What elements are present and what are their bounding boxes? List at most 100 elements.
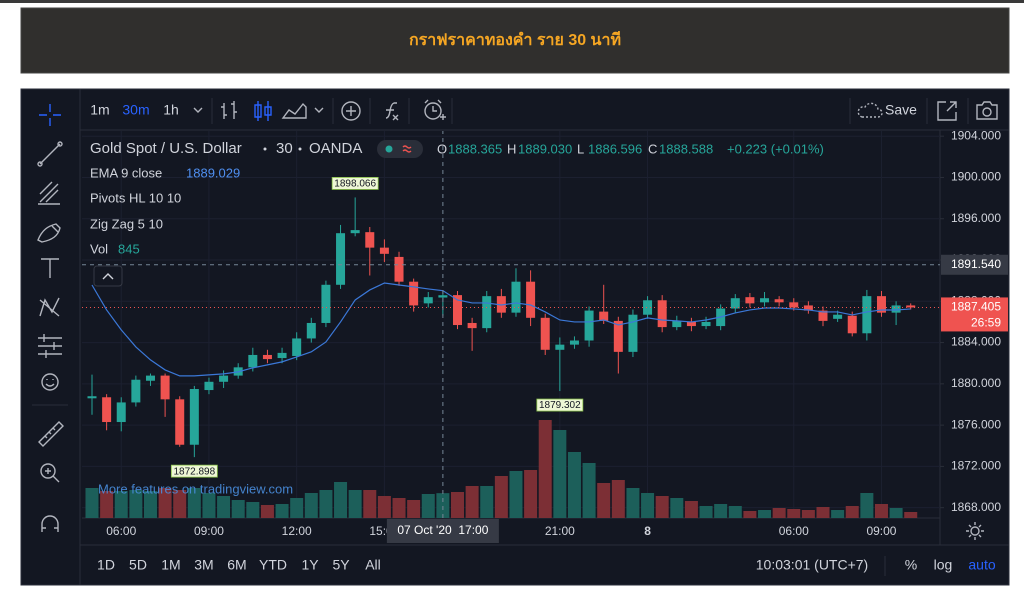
settings-button[interactable] (966, 522, 984, 540)
range-button[interactable]: All (365, 557, 381, 573)
range-button[interactable]: 3M (194, 557, 213, 573)
text-tool[interactable] (41, 258, 59, 278)
candle-body (262, 354, 272, 360)
candle-body (277, 352, 287, 359)
volume-bar (392, 498, 406, 518)
candle-body (540, 317, 550, 350)
bars-style[interactable] (221, 101, 237, 119)
countdown: 26:59 (971, 316, 1001, 330)
bottom-bar: 1D 5D 1M 3M 6M YTD 1Y 5Y All 10:03:01 (U… (97, 522, 996, 576)
alert-button[interactable] (424, 99, 446, 120)
range-button[interactable]: 6M (227, 557, 246, 573)
candle-body (394, 256, 404, 282)
candles-style[interactable] (254, 101, 272, 121)
save-icon[interactable] (857, 102, 883, 118)
x-tick-label: 09:00 (194, 524, 224, 538)
brush-tool[interactable] (37, 223, 61, 243)
volume-bar (567, 452, 581, 518)
trendline-tool[interactable] (37, 141, 63, 167)
volume-bar (290, 498, 304, 518)
zoom-tool[interactable] (40, 463, 60, 483)
pivots-legend: Pivots HL 10 10 (90, 190, 181, 205)
auto-toggle[interactable]: auto (968, 557, 995, 573)
pivot-label: 1872.898 (173, 466, 215, 477)
y-tick-label: 1904.000 (951, 128, 1001, 142)
volume-bar (743, 511, 757, 518)
emoji-tool[interactable] (41, 373, 59, 391)
volume-bar (158, 488, 172, 518)
candle-body (672, 320, 682, 328)
interval: 30 (276, 140, 293, 157)
interval-button[interactable]: 30m (122, 102, 149, 118)
volume-bar (684, 501, 698, 518)
candle-body (350, 230, 360, 234)
range-button[interactable]: 1D (97, 557, 115, 573)
crosshair-time-label: 07 Oct '20 17:00 (397, 523, 488, 537)
candle-body (438, 295, 448, 298)
snapshot-button[interactable] (976, 101, 998, 120)
area-style[interactable] (281, 102, 307, 119)
source: OANDA (309, 140, 362, 157)
range-button[interactable]: 1Y (301, 557, 319, 573)
crosshair-tool[interactable] (39, 104, 61, 126)
volume-bar (874, 504, 888, 518)
magnet-tool[interactable] (41, 515, 59, 532)
x-tick-label: 06:00 (779, 524, 809, 538)
pivot-label: 1879.302 (539, 400, 581, 411)
candle-body (409, 281, 419, 306)
volume-bar (129, 490, 143, 518)
volume-bar (904, 512, 918, 518)
range-button[interactable]: 5D (129, 557, 147, 573)
interval-button[interactable]: 1m (90, 102, 109, 118)
separator-dot (263, 147, 267, 151)
y-tick-label: 1896.000 (951, 211, 1001, 225)
symbol: Gold Spot / U.S. Dollar (90, 140, 242, 157)
collapse-legend[interactable] (93, 265, 123, 287)
pattern-tool[interactable] (39, 297, 60, 317)
market-status[interactable] (377, 140, 423, 158)
indicators-button[interactable] (385, 102, 399, 121)
candle-body (584, 310, 594, 341)
interval-dropdown[interactable] (193, 107, 203, 113)
volume-bar (319, 490, 333, 518)
candle-body (818, 310, 828, 321)
ohlc-key: C (648, 141, 657, 156)
volume-bar (582, 463, 596, 518)
candle-body (189, 389, 199, 445)
volume-bar (699, 506, 713, 518)
volume-bar (436, 493, 450, 518)
volume-bar (816, 507, 830, 518)
range-button[interactable]: YTD (259, 557, 287, 573)
style-dropdown[interactable] (314, 107, 324, 113)
volume-bar (217, 496, 231, 518)
candle-body (292, 338, 302, 356)
ohlc-key: L (577, 141, 584, 156)
volume-bar (670, 498, 684, 518)
x-tick-label: 8 (644, 524, 651, 538)
page-title: กราฟราคาทองคำ ราย 30 นาที (409, 30, 621, 49)
volume-bar (202, 493, 216, 518)
candle-body (204, 381, 214, 391)
volume-bar (845, 506, 859, 518)
measure-tool[interactable] (38, 421, 64, 447)
clock[interactable]: 10:03:01 (UTC+7) (756, 557, 868, 573)
chevron (102, 273, 114, 280)
range-button[interactable]: 1M (161, 557, 180, 573)
volume-bar (889, 508, 903, 518)
fib-tool[interactable] (38, 181, 60, 205)
volume-bar (451, 492, 464, 518)
interval-button[interactable]: 1h (163, 102, 179, 118)
candle-body (862, 296, 872, 334)
compare-button[interactable] (341, 101, 361, 121)
x-tick-label: 06:00 (106, 524, 136, 538)
popout-button[interactable] (937, 101, 957, 121)
log-toggle[interactable]: log (934, 557, 953, 573)
range-button[interactable]: 5Y (332, 557, 350, 573)
prediction-tool[interactable] (38, 334, 62, 358)
percent-toggle[interactable]: % (905, 557, 917, 573)
candle-body (876, 296, 886, 313)
volume-bar (348, 490, 362, 518)
save-button[interactable]: Save (885, 102, 917, 118)
volume-bar (260, 505, 274, 518)
volume-bar (772, 508, 786, 518)
